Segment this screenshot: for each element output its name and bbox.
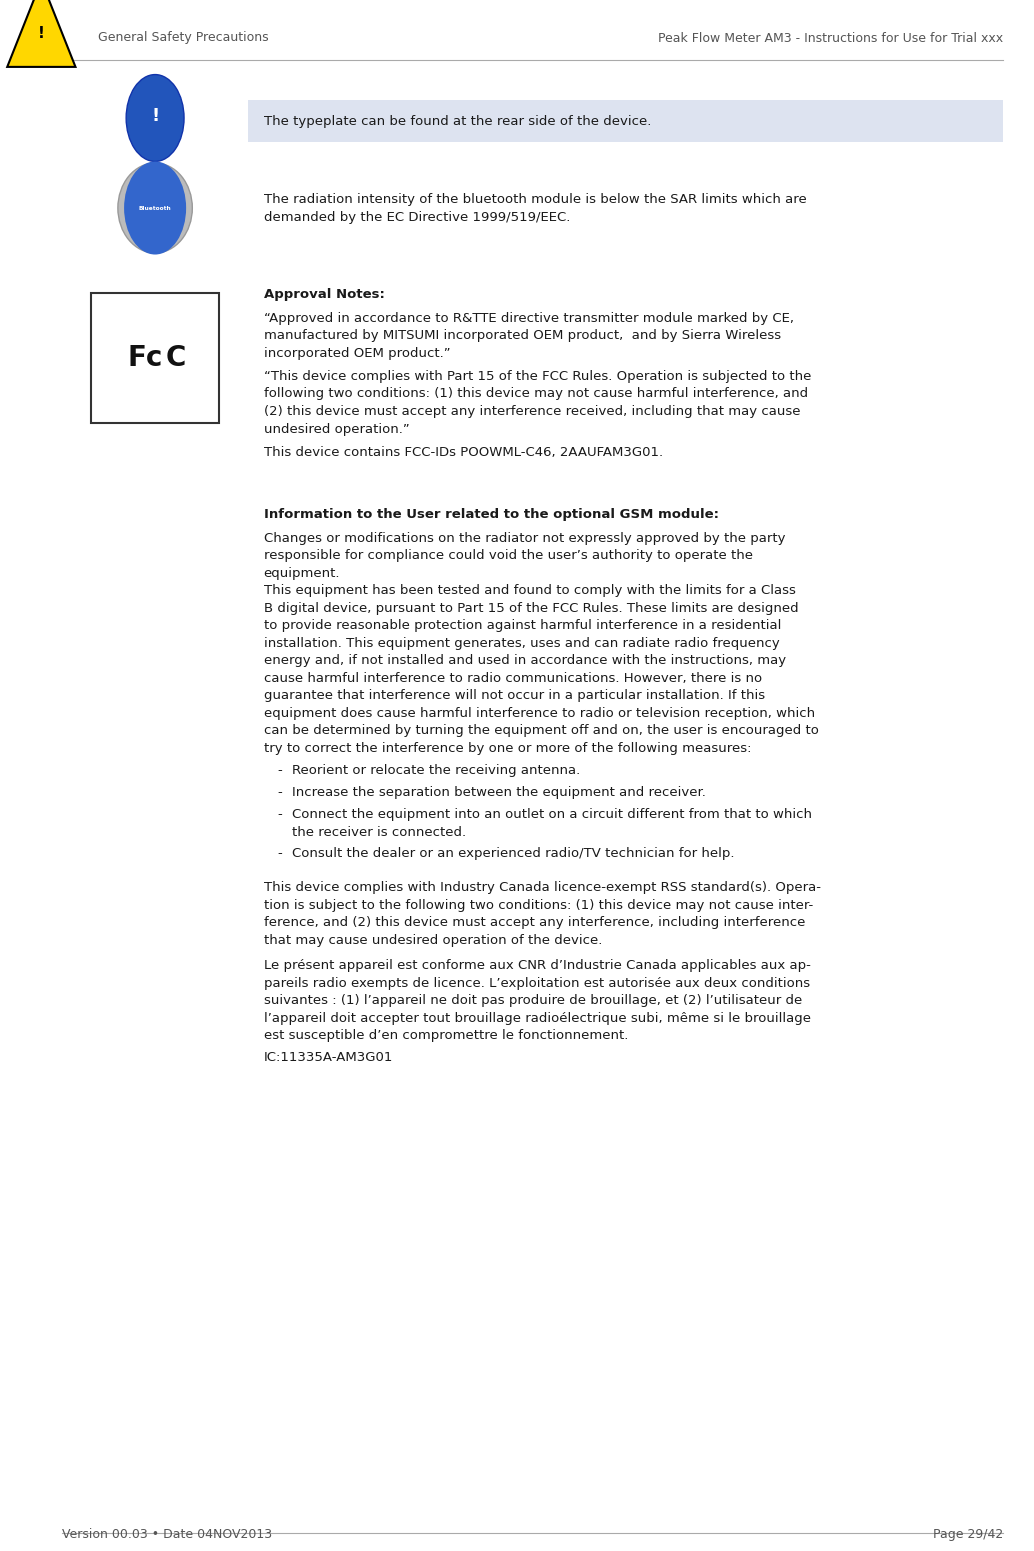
Text: Reorient or relocate the receiving antenna.: Reorient or relocate the receiving anten…	[292, 765, 580, 777]
Text: The typeplate can be found at the rear side of the device.: The typeplate can be found at the rear s…	[264, 115, 651, 127]
Text: Information to the User related to the optional GSM module:: Information to the User related to the o…	[264, 509, 719, 521]
Text: “This device complies with Part 15 of the FCC Rules. Operation is subjected to t: “This device complies with Part 15 of th…	[264, 371, 811, 436]
Text: Bluetooth: Bluetooth	[139, 205, 172, 211]
Text: Peak Flow Meter AM3 - Instructions for Use for Trial xxx: Peak Flow Meter AM3 - Instructions for U…	[658, 31, 1003, 45]
Text: Version 00.03 • Date 04NOV2013: Version 00.03 • Date 04NOV2013	[62, 1528, 272, 1542]
Text: -: -	[277, 808, 282, 820]
Text: !: !	[151, 107, 159, 126]
Polygon shape	[7, 0, 75, 67]
Text: Page 29/42: Page 29/42	[933, 1528, 1003, 1542]
Text: Changes or modifications on the radiator not expressly approved by the party
res: Changes or modifications on the radiator…	[264, 532, 785, 580]
Text: Le présent appareil est conforme aux CNR d’Industrie Canada applicables aux ap-
: Le présent appareil est conforme aux CNR…	[264, 959, 811, 1042]
Text: -: -	[277, 765, 282, 777]
Text: -: -	[277, 786, 282, 799]
Text: General Safety Precautions: General Safety Precautions	[98, 31, 269, 45]
Ellipse shape	[118, 163, 192, 253]
Text: Increase the separation between the equipment and receiver.: Increase the separation between the equi…	[292, 786, 705, 799]
Text: “Approved in accordance to R&TTE directive transmitter module marked by CE,
manu: “Approved in accordance to R&TTE directi…	[264, 312, 794, 360]
Circle shape	[124, 161, 186, 254]
Text: Connect the equipment into an outlet on a circuit different from that to which
t: Connect the equipment into an outlet on …	[292, 808, 812, 839]
Circle shape	[126, 74, 184, 161]
Text: This device complies with Industry Canada licence-exempt RSS standard(s). Opera-: This device complies with Industry Canad…	[264, 881, 821, 946]
Text: Consult the dealer or an experienced radio/TV technician for help.: Consult the dealer or an experienced rad…	[292, 847, 734, 859]
Text: C: C	[165, 344, 186, 372]
Text: Fс: Fс	[127, 344, 162, 372]
FancyBboxPatch shape	[91, 293, 219, 423]
Text: This device contains FCC-IDs POOWML-C46, 2AAUFAM3G01.: This device contains FCC-IDs POOWML-C46,…	[264, 447, 663, 459]
Text: !: !	[38, 26, 44, 40]
FancyBboxPatch shape	[248, 99, 1003, 143]
Text: Approval Notes:: Approval Notes:	[264, 288, 385, 301]
Text: -: -	[277, 847, 282, 859]
Text: This equipment has been tested and found to comply with the limits for a Class
B: This equipment has been tested and found…	[264, 585, 819, 754]
Text: IC:11335A-AM3G01: IC:11335A-AM3G01	[264, 1052, 393, 1064]
Text: The radiation intensity of the bluetooth module is below the SAR limits which ar: The radiation intensity of the bluetooth…	[264, 192, 807, 223]
